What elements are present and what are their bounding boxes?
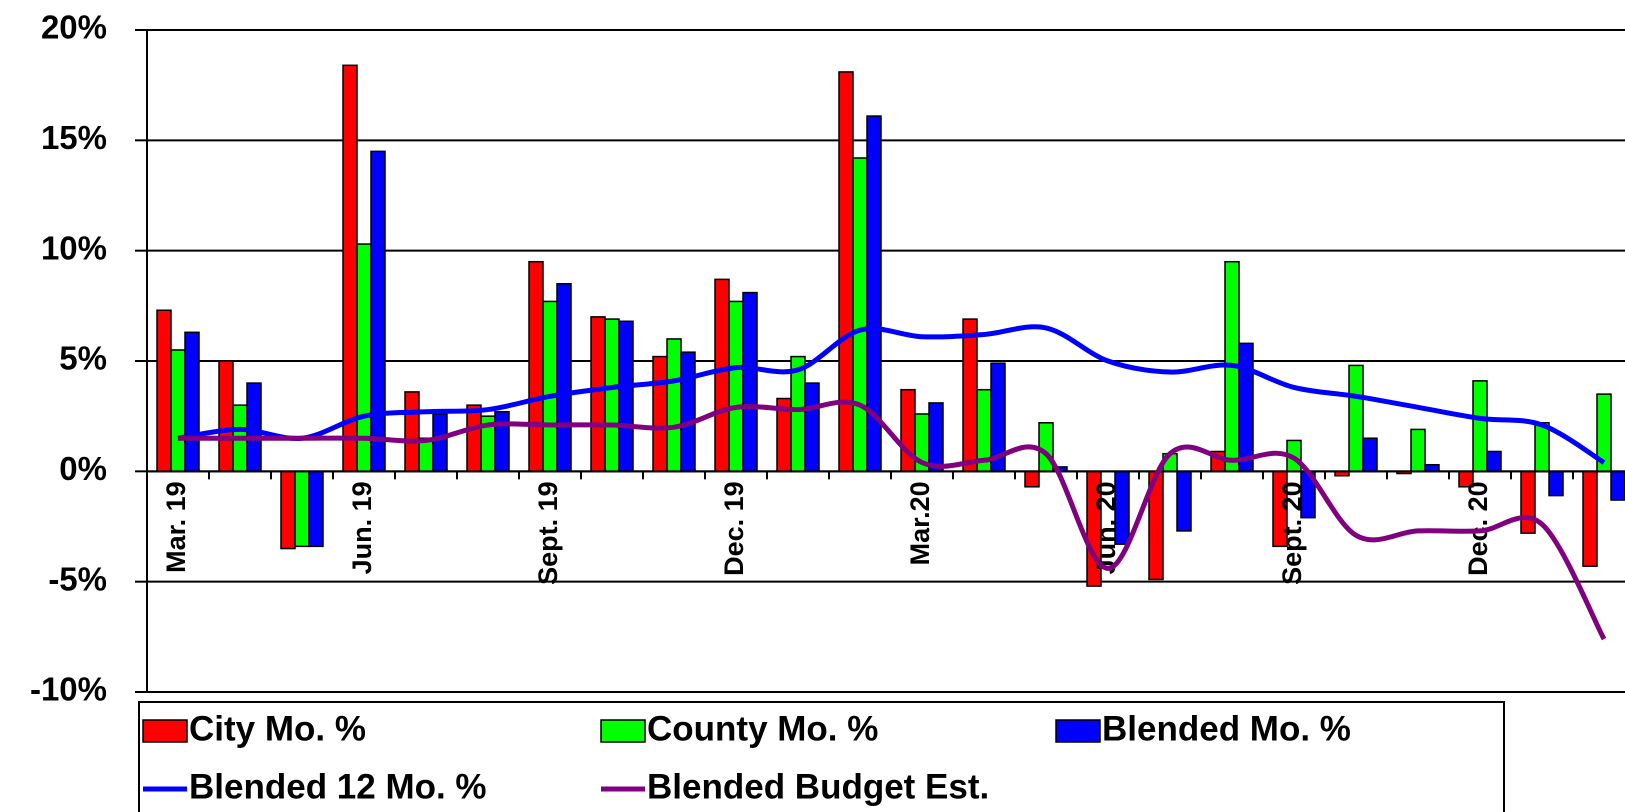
y-tick-label: 20% bbox=[41, 9, 107, 46]
bar bbox=[962, 318, 978, 473]
legend-swatch bbox=[142, 719, 188, 743]
x-tick-label: Mar. 19 bbox=[161, 481, 191, 573]
line bbox=[177, 399, 1607, 641]
legend-label: Blended Budget Est. bbox=[647, 767, 989, 806]
bar bbox=[1410, 428, 1426, 473]
bar bbox=[852, 157, 868, 473]
bar bbox=[542, 300, 558, 473]
bar bbox=[280, 470, 296, 550]
bar bbox=[528, 260, 544, 473]
bar bbox=[494, 411, 510, 473]
bar bbox=[1038, 422, 1054, 473]
legend-label: Blended 12 Mo. % bbox=[189, 767, 487, 806]
legend-label: Blended Mo. % bbox=[1102, 709, 1351, 748]
bar bbox=[370, 150, 386, 473]
legend-label: City Mo. % bbox=[189, 709, 366, 748]
bar bbox=[1348, 364, 1364, 473]
bar bbox=[714, 278, 730, 473]
bar bbox=[1176, 470, 1192, 532]
x-tick-label: Mar.20 bbox=[905, 481, 935, 565]
bar bbox=[1534, 422, 1550, 473]
bar bbox=[604, 318, 620, 473]
y-tick-label: -10% bbox=[30, 671, 107, 708]
bar bbox=[1548, 470, 1564, 497]
bar bbox=[432, 413, 448, 473]
bar bbox=[294, 470, 310, 548]
bar bbox=[170, 349, 186, 473]
legend-swatch bbox=[1055, 719, 1101, 743]
bar bbox=[838, 71, 854, 473]
bar bbox=[342, 64, 358, 473]
bar bbox=[404, 391, 420, 473]
bar bbox=[618, 320, 634, 473]
y-tick-label: 10% bbox=[41, 229, 107, 266]
bar bbox=[1486, 450, 1502, 473]
legend-label: County Mo. % bbox=[647, 709, 878, 748]
bar bbox=[1610, 470, 1625, 501]
x-tick-label: Sept. 20 bbox=[1277, 481, 1307, 585]
legend-swatch bbox=[600, 719, 646, 743]
bar bbox=[790, 355, 806, 473]
bar bbox=[590, 316, 606, 473]
bar bbox=[804, 382, 820, 473]
bar bbox=[184, 331, 200, 473]
line bbox=[177, 324, 1606, 465]
bar bbox=[218, 360, 234, 473]
bar bbox=[308, 470, 324, 548]
bar bbox=[680, 351, 696, 473]
bar bbox=[1362, 437, 1378, 473]
y-tick-label: -5% bbox=[48, 560, 107, 597]
bar bbox=[728, 300, 744, 473]
bar bbox=[1238, 342, 1254, 473]
x-tick-label: Dec. 19 bbox=[719, 481, 749, 576]
bar bbox=[466, 404, 482, 473]
bar bbox=[928, 402, 944, 473]
bar bbox=[1024, 470, 1040, 488]
bar bbox=[1520, 470, 1536, 534]
bar bbox=[652, 355, 668, 473]
bar bbox=[1582, 470, 1598, 567]
bar bbox=[742, 291, 758, 473]
legend-box bbox=[138, 701, 1505, 812]
x-tick-label: Jun. 19 bbox=[347, 481, 377, 574]
bar bbox=[1472, 380, 1488, 473]
y-tick-label: 0% bbox=[59, 450, 107, 487]
bar bbox=[156, 309, 172, 473]
y-tick-label: 15% bbox=[41, 119, 107, 156]
bar bbox=[246, 382, 262, 473]
bar bbox=[556, 283, 572, 473]
x-tick-label: Sept. 19 bbox=[533, 481, 563, 585]
bar bbox=[666, 338, 682, 473]
y-tick-label: 5% bbox=[59, 340, 107, 377]
